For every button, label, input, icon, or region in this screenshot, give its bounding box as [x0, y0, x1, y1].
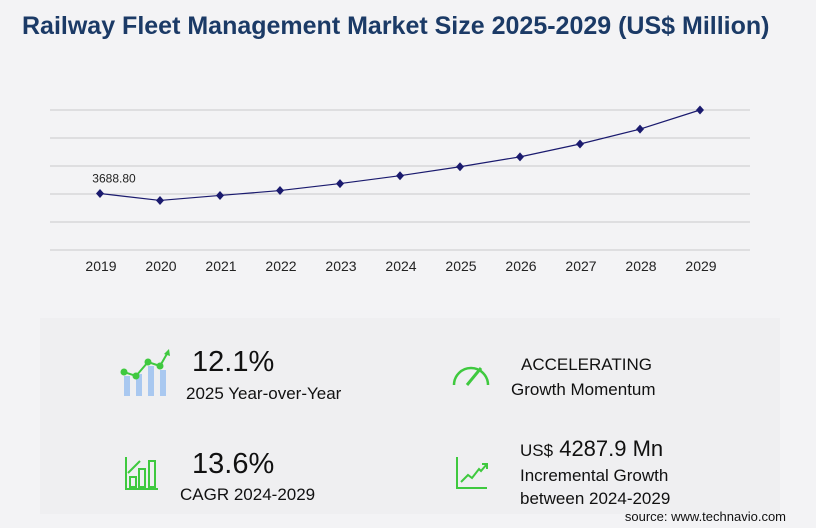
- bar-chart-icon: [125, 457, 158, 490]
- cagr-value: 13.6%: [192, 448, 275, 480]
- data-point-2028: [636, 124, 644, 134]
- currency-prefix: US$: [520, 441, 554, 460]
- bar-line-growth-icon: [120, 349, 170, 396]
- data-point-2029: [696, 105, 704, 115]
- x-tick-label: 2024: [385, 258, 416, 274]
- x-tick-label: 2021: [205, 258, 236, 274]
- speedometer-icon: [452, 366, 490, 386]
- data-point-2025: [456, 162, 464, 172]
- data-point-2021: [216, 190, 224, 200]
- incremental-value: US$ 4287.9 Mn: [520, 436, 663, 462]
- trend-up-icon: [456, 457, 488, 489]
- x-tick-label: 2028: [625, 258, 656, 274]
- cagr-label: CAGR 2024-2029: [180, 485, 316, 504]
- x-tick-label: 2019: [85, 258, 116, 274]
- incremental-label-2: between 2024-2029: [520, 489, 671, 508]
- yoy-value: 12.1%: [192, 346, 275, 378]
- data-point-2027: [576, 139, 584, 149]
- incremental-amount: 4287.9 Mn: [559, 436, 664, 461]
- data-label: 3688.80: [92, 171, 136, 185]
- data-point-2020: [156, 195, 164, 205]
- x-tick-label: 2027: [565, 258, 596, 274]
- line-chart: 2019 3688.80 2020 2021 2022 2023 2024 2025 2026 2…: [50, 105, 750, 274]
- source-note: source: www.technavio.com: [624, 509, 786, 524]
- data-point-2026: [516, 152, 524, 162]
- data-point-2019: [96, 188, 104, 198]
- x-tick-label: 2020: [145, 258, 176, 274]
- x-tick-label: 2029: [685, 258, 716, 274]
- x-tick-label: 2026: [505, 258, 536, 274]
- momentum-value: ACCELERATING: [521, 355, 652, 374]
- incremental-label-1: Incremental Growth: [520, 466, 669, 485]
- chart-title: Railway Fleet Management Market Size 202…: [22, 12, 770, 40]
- kpi-panel: [40, 318, 780, 514]
- data-point-2024: [396, 171, 404, 181]
- x-tick-label: 2023: [325, 258, 356, 274]
- x-tick-label: 2022: [265, 258, 296, 274]
- data-point-2023: [336, 179, 344, 189]
- series-line: [99, 109, 701, 202]
- data-point-2022: [276, 186, 284, 196]
- x-tick-label: 2025: [445, 258, 476, 274]
- momentum-label: Growth Momentum: [511, 380, 656, 399]
- yoy-label: 2025 Year-over-Year: [186, 384, 342, 403]
